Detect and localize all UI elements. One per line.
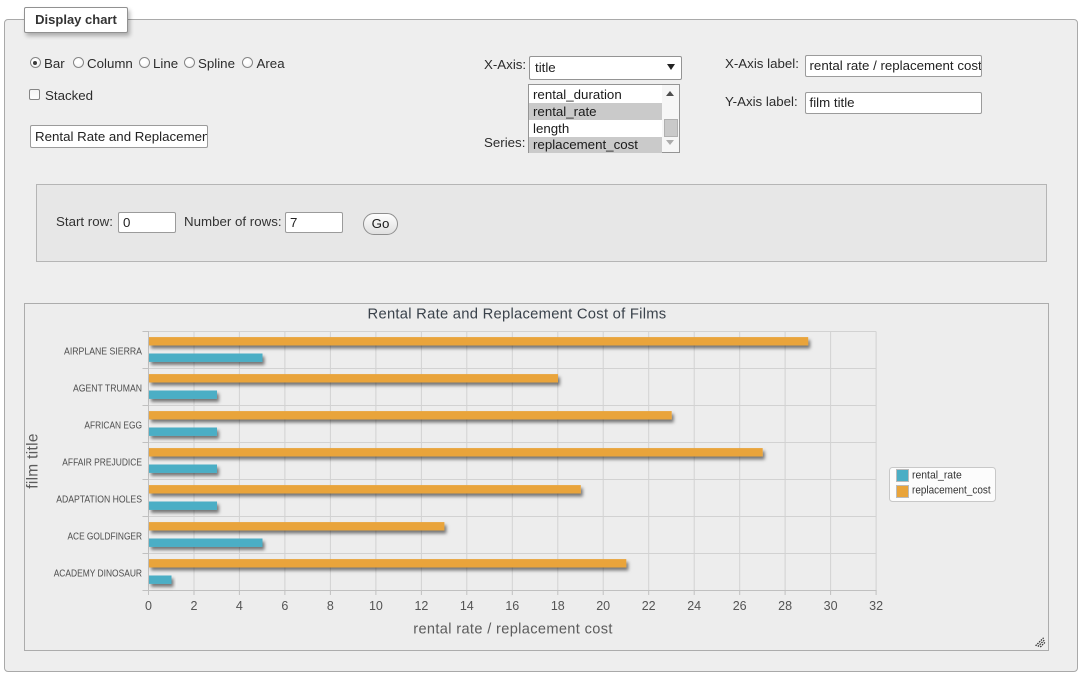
svg-text:ACADEMY DINOSAUR: ACADEMY DINOSAUR xyxy=(54,569,142,580)
svg-text:28: 28 xyxy=(778,599,792,613)
svg-text:AFFAIR PREJUDICE: AFFAIR PREJUDICE xyxy=(62,458,142,469)
svg-text:Rental Rate and Replacement Co: Rental Rate and Replacement Cost of Film… xyxy=(368,306,667,322)
svg-text:ADAPTATION HOLES: ADAPTATION HOLES xyxy=(56,495,142,506)
svg-text:0: 0 xyxy=(145,599,152,613)
svg-text:24: 24 xyxy=(687,599,701,613)
svg-text:8: 8 xyxy=(327,599,334,613)
svg-text:32: 32 xyxy=(869,599,883,613)
svg-text:replacement_cost: replacement_cost xyxy=(912,484,991,496)
svg-text:14: 14 xyxy=(460,599,474,613)
svg-text:10: 10 xyxy=(369,599,383,613)
svg-text:4: 4 xyxy=(236,599,243,613)
svg-text:rental_rate: rental_rate xyxy=(912,469,962,481)
svg-text:ACE GOLDFINGER: ACE GOLDFINGER xyxy=(68,532,143,543)
svg-text:AFRICAN EGG: AFRICAN EGG xyxy=(84,421,142,432)
svg-text:22: 22 xyxy=(642,599,656,613)
svg-text:26: 26 xyxy=(733,599,747,613)
svg-text:20: 20 xyxy=(596,599,610,613)
svg-text:30: 30 xyxy=(824,599,838,613)
svg-text:16: 16 xyxy=(505,599,519,613)
svg-text:AIRPLANE SIERRA: AIRPLANE SIERRA xyxy=(64,347,142,358)
svg-text:6: 6 xyxy=(281,599,288,613)
svg-text:12: 12 xyxy=(414,599,428,613)
svg-text:rental rate / replacement cost: rental rate / replacement cost xyxy=(413,621,613,637)
svg-text:18: 18 xyxy=(551,599,565,613)
svg-text:2: 2 xyxy=(191,599,198,613)
svg-text:AGENT TRUMAN: AGENT TRUMAN xyxy=(73,384,142,395)
svg-text:film title: film title xyxy=(25,433,42,489)
